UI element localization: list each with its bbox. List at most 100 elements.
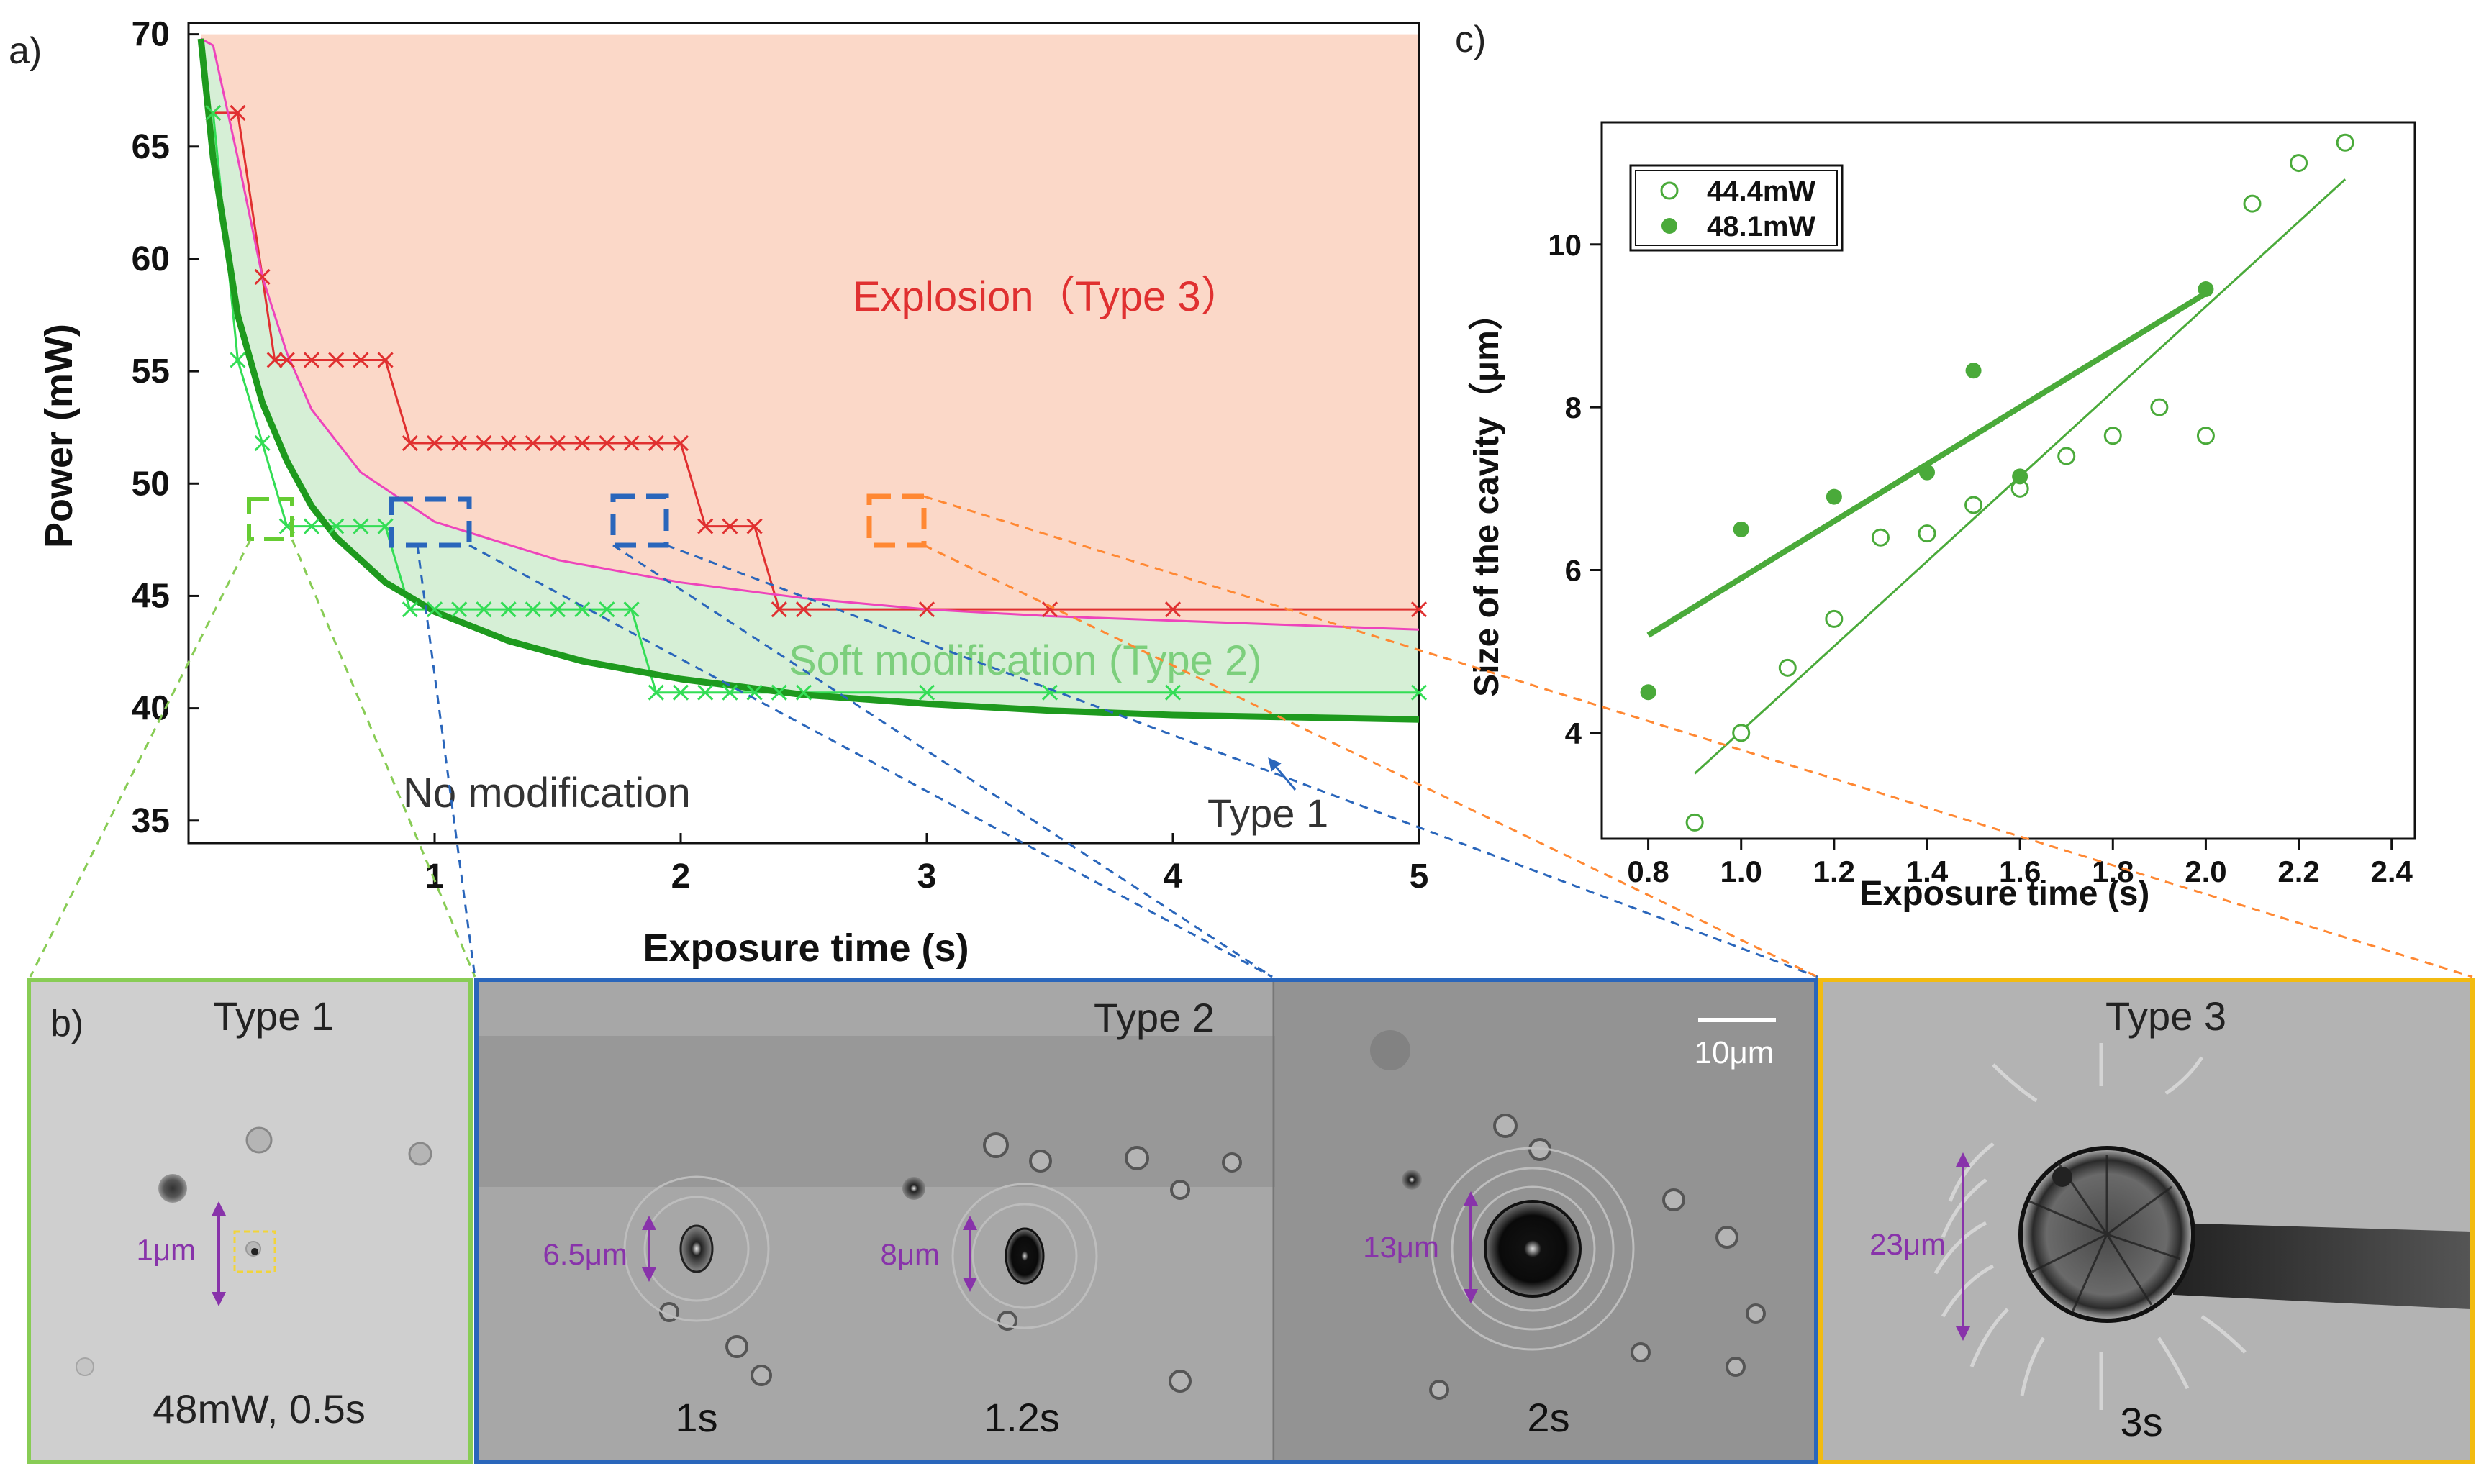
panel-c-fits bbox=[1646, 178, 2347, 775]
legend-48mw: 48.1mW bbox=[1707, 211, 1815, 242]
type3-marker bbox=[278, 352, 295, 368]
type3-marker bbox=[771, 601, 787, 618]
type3-marker bbox=[697, 518, 714, 534]
type3-marker bbox=[500, 434, 517, 452]
type3-marker bbox=[525, 434, 541, 452]
type3-selection-box bbox=[866, 493, 927, 548]
point-48mw bbox=[1965, 363, 1982, 379]
type2-marker bbox=[746, 684, 763, 701]
type1-size-label: 1μm bbox=[136, 1233, 196, 1267]
type2-marker bbox=[500, 601, 517, 618]
panel-c-ylabel: Size of the cavity（μm） bbox=[1468, 296, 1506, 697]
type3-size-label: 23μm bbox=[1869, 1227, 1946, 1261]
fit-48mw bbox=[1646, 291, 2208, 638]
scale-bar-label: 10μm bbox=[1695, 1035, 1774, 1070]
type1-selection-box bbox=[247, 497, 294, 541]
type2-marker bbox=[426, 601, 443, 618]
type2-marker bbox=[1041, 684, 1058, 701]
type3-marker bbox=[672, 434, 689, 452]
type2-title: Type 2 bbox=[1094, 995, 1215, 1040]
type2-marker bbox=[672, 684, 689, 701]
type3-marker bbox=[1041, 601, 1058, 618]
legend-44mw: 44.4mW bbox=[1707, 176, 1815, 207]
type2-size-1-2s: 8μm bbox=[880, 1237, 940, 1271]
panel-c-frame bbox=[1600, 121, 2416, 840]
type3-marker bbox=[746, 518, 763, 534]
type3-marker bbox=[549, 434, 566, 452]
type2-size-1s: 6.5μm bbox=[543, 1237, 627, 1271]
x-tick-label: 4 bbox=[1164, 857, 1183, 896]
panel-a-xlabel: Exposure time (s) bbox=[643, 927, 969, 970]
type3-marker bbox=[623, 434, 640, 452]
type3-marker bbox=[574, 434, 591, 452]
point-44mw bbox=[1964, 496, 1983, 514]
type3-marker bbox=[599, 434, 615, 452]
type2-marker bbox=[303, 518, 320, 534]
type1-micrograph: b) Type 1 1μm 48mW, 0.5s bbox=[27, 978, 473, 1464]
type3-marker bbox=[476, 434, 492, 452]
type2-marker bbox=[1164, 684, 1182, 701]
type3-marker bbox=[722, 518, 738, 534]
soft-modification-label: Soft modification (Type 2) bbox=[789, 637, 1262, 684]
type2-marker bbox=[402, 601, 418, 618]
y-tick-label: 35 bbox=[132, 802, 170, 840]
type2-selection-box-1s bbox=[389, 496, 472, 548]
type2-marker bbox=[476, 601, 492, 618]
type3-marker bbox=[402, 434, 418, 452]
type1-label: Type 1 bbox=[1207, 791, 1328, 836]
point-48mw bbox=[1919, 464, 1935, 481]
panel-a-ylabel: Power (mW) bbox=[37, 324, 81, 548]
type3-caption: 3s bbox=[2120, 1399, 2162, 1444]
panel-a-markers bbox=[205, 104, 1428, 701]
c-x-tick-label: 1.6 bbox=[1999, 855, 2041, 888]
type2-caption-2s: 2s bbox=[1527, 1395, 1569, 1440]
legend-filled-circle bbox=[1661, 218, 1677, 234]
type3-fit-curve bbox=[200, 37, 1420, 631]
type1-pointer-arrow bbox=[1268, 757, 1297, 791]
c-x-tick-label: 1.4 bbox=[1906, 855, 1949, 888]
point-44mw bbox=[2336, 133, 2354, 152]
c-x-tick-label: 2.4 bbox=[2371, 855, 2413, 888]
type3-marker bbox=[918, 601, 935, 618]
type3-marker bbox=[254, 268, 271, 285]
point-44mw bbox=[2196, 427, 2215, 445]
panel-a-label: a) bbox=[9, 30, 42, 72]
point-48mw bbox=[2198, 281, 2214, 298]
y-tick-label: 60 bbox=[132, 240, 170, 278]
type2-selection-box-2s bbox=[610, 493, 669, 548]
point-48mw bbox=[1640, 684, 1656, 701]
type2-marker bbox=[549, 601, 566, 618]
x-tick-label: 3 bbox=[917, 857, 937, 896]
x-tick-label: 2 bbox=[671, 857, 691, 896]
point-44mw bbox=[1685, 813, 1704, 832]
type3-marker bbox=[328, 352, 345, 368]
c-x-tick-label: 2.0 bbox=[2185, 855, 2226, 888]
type3-marker bbox=[266, 352, 283, 368]
type2-marker bbox=[722, 684, 738, 701]
type2-size-2s: 13μm bbox=[1363, 1230, 1439, 1264]
type3-title: Type 3 bbox=[2105, 993, 2226, 1039]
type3-marker bbox=[353, 352, 369, 368]
type2-marker bbox=[254, 434, 271, 452]
type2-marker bbox=[451, 601, 468, 618]
point-44mw bbox=[2243, 194, 2262, 213]
type3-marker bbox=[426, 434, 443, 452]
c-y-tick-label: 10 bbox=[1548, 228, 1582, 262]
type2-marker bbox=[328, 518, 345, 534]
type1-title: Type 1 bbox=[213, 993, 334, 1039]
no-modification-label: No modification bbox=[403, 770, 691, 816]
panel-c-legend: 44.4mW 48.1mW bbox=[1629, 164, 1844, 252]
c-x-tick-label: 0.8 bbox=[1627, 855, 1669, 888]
point-48mw bbox=[1733, 521, 1749, 537]
type2-marker bbox=[353, 518, 369, 534]
y-tick-label: 40 bbox=[132, 690, 170, 728]
type2-marker bbox=[697, 684, 714, 701]
explosion-region bbox=[201, 34, 1420, 630]
type2-caption-1-2s: 1.2s bbox=[984, 1395, 1060, 1440]
y-tick-label: 65 bbox=[132, 128, 170, 166]
c-x-tick-label: 2.2 bbox=[2277, 855, 2319, 888]
type3-marker bbox=[795, 601, 812, 618]
